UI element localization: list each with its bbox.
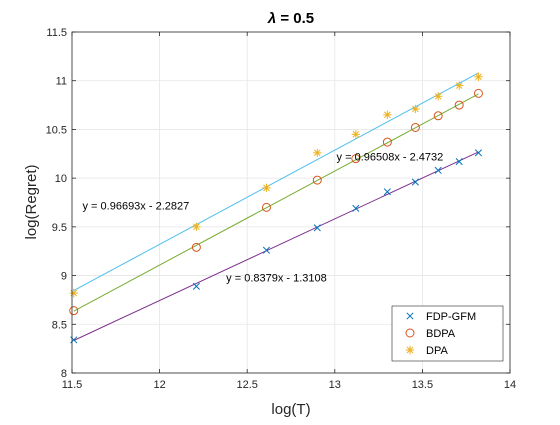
marker-x-stroke <box>383 188 391 196</box>
x-tick-label: 12.5 <box>236 379 257 391</box>
fit-annotations: y = 0.96693x - 2.2827 y = 0.96508x - 2.47… <box>83 152 444 285</box>
data-point <box>474 149 483 157</box>
marker-circle <box>261 202 271 212</box>
marker-star-stroke <box>193 223 200 231</box>
marker-circle <box>433 111 443 121</box>
y-axis-label: log(Regret) <box>23 164 40 239</box>
axis-ticks: 11.5 12 12.5 13 13.5 14 8 8.5 9 9.5 10 10.5 11 11.5 <box>46 27 517 391</box>
marker-circle <box>473 88 483 98</box>
data-point <box>383 188 391 196</box>
data-point <box>313 224 321 232</box>
marker-circle <box>351 154 361 164</box>
x-tick-label: 13.5 <box>412 379 433 391</box>
marker-x-stroke <box>474 149 483 157</box>
marker-circle <box>312 175 322 185</box>
x-tick-label: 14 <box>504 379 516 391</box>
legend-label: FDP-GFM <box>426 311 476 323</box>
data-point <box>313 148 322 158</box>
marker-star-stroke <box>406 346 414 354</box>
y-tick-label: 8 <box>61 368 67 380</box>
y-tick-label: 11.5 <box>46 27 67 39</box>
marker-circle <box>382 137 392 147</box>
data-point <box>454 81 464 90</box>
fit-line <box>73 93 479 312</box>
y-tick-label: 9.5 <box>52 222 67 234</box>
y-tick-label: 8.5 <box>52 319 67 331</box>
y-tick-label: 10 <box>55 173 67 185</box>
marker-star-stroke <box>455 82 463 89</box>
marker-circle <box>191 242 201 252</box>
legend-items: FDP-GFM BDPA DPA <box>405 311 476 357</box>
marker-star-stroke <box>384 111 391 119</box>
y-tick-label: 10.5 <box>46 124 67 136</box>
data-point <box>192 282 200 290</box>
legend-entry: DPA <box>405 345 448 357</box>
marker-circle <box>405 328 415 338</box>
x-tick-label: 13 <box>329 379 341 391</box>
marker-x-stroke <box>192 282 200 290</box>
marker-circle <box>410 122 420 132</box>
fit-line <box>73 151 479 341</box>
data-point <box>383 110 392 120</box>
data-point <box>434 166 442 174</box>
data-point <box>192 222 201 232</box>
data-point <box>433 92 443 101</box>
data-point <box>411 104 420 114</box>
data-point <box>410 122 420 132</box>
legend-entry: FDP-GFM <box>406 311 476 323</box>
legend: FDP-GFM BDPA DPA <box>391 305 504 362</box>
legend-label: DPA <box>426 345 448 357</box>
data-point <box>69 288 78 298</box>
fit-equation-label: y = 0.96508x - 2.4732 <box>337 152 444 164</box>
y-tick-label: 11 <box>56 76 67 88</box>
data-point <box>352 204 360 212</box>
data-point <box>433 111 443 121</box>
data-point <box>454 100 464 110</box>
x-axis-label: log(T) <box>271 401 310 418</box>
marker-x-stroke <box>313 224 321 232</box>
x-tick-label: 12 <box>153 379 165 391</box>
data-point <box>312 175 322 185</box>
marker-x-stroke <box>406 312 414 320</box>
marker-star-stroke <box>352 130 360 138</box>
data-point <box>474 72 483 82</box>
data-point <box>262 183 271 193</box>
data-point <box>382 137 392 147</box>
fit-equation-label: y = 0.96693x - 2.2827 <box>83 200 190 212</box>
y-tick-label: 9 <box>61 271 67 283</box>
fit-lines <box>73 72 479 341</box>
marker-x-stroke <box>434 166 442 174</box>
marker-star-stroke <box>475 73 482 81</box>
marker-star-stroke <box>434 92 442 100</box>
marker-circle <box>69 306 79 316</box>
plot-box <box>71 31 511 374</box>
data-point <box>351 154 361 164</box>
data-point <box>191 242 201 252</box>
data-point <box>351 130 361 139</box>
fit-line <box>73 72 479 291</box>
data-point <box>262 246 271 254</box>
marker-x-stroke <box>352 204 360 212</box>
marker-x-stroke <box>262 246 271 254</box>
marker-star-stroke <box>313 149 321 157</box>
title-rest: = 0.5 <box>276 10 314 27</box>
chart-title: λ = 0.5 <box>267 10 314 27</box>
x-tick-label: 11.5 <box>62 379 83 391</box>
legend-entry: BDPA <box>405 328 456 340</box>
title-lambda: λ <box>267 10 276 27</box>
data-point <box>473 88 483 98</box>
data-point <box>411 178 419 186</box>
marker-x-stroke <box>411 178 419 186</box>
marker-x-stroke <box>455 158 463 166</box>
legend-label: BDPA <box>426 328 456 340</box>
data-point <box>455 158 463 166</box>
marker-star-stroke <box>412 105 419 113</box>
marker-star-stroke <box>263 184 270 192</box>
data-point <box>69 306 79 316</box>
fit-equation-label: y = 0.8379x - 1.3108 <box>226 273 327 285</box>
marker-circle <box>454 100 464 110</box>
data-point <box>261 202 271 212</box>
